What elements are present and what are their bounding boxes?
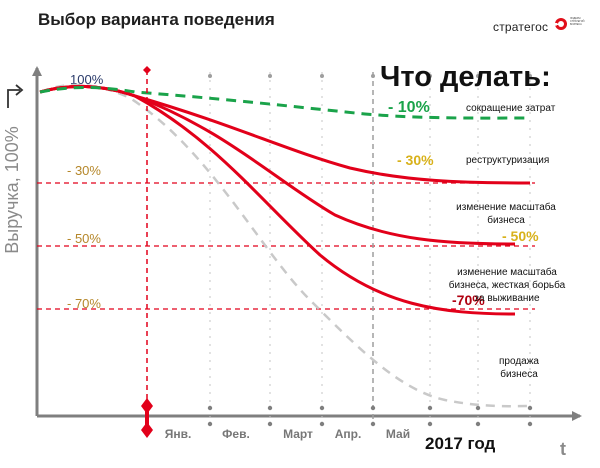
y-tick-50: - 50% bbox=[67, 231, 101, 246]
series-label-prodazha: продажа бизнеса bbox=[499, 356, 539, 380]
series-label-zhestkaya-borba: изменение масштаба бизнеса, жесткая борьб… bbox=[449, 266, 566, 304]
series-label-sokrashchenie: сокращение затрат bbox=[466, 103, 556, 114]
series-label-restrukturizatsiya: реструктуризация bbox=[466, 155, 549, 166]
grid-dot-top-2 bbox=[320, 74, 324, 78]
page-title: Выбор варианта поведения bbox=[38, 10, 275, 29]
x-tick-label-1: Фев. bbox=[222, 427, 250, 441]
x-tick-label-0: Янв. bbox=[165, 427, 192, 441]
start-marker-diamond-bottom bbox=[141, 398, 153, 414]
y-tick-70: - 70% bbox=[67, 296, 101, 311]
y-axis-label: Выручка, 100% bbox=[2, 126, 22, 253]
series-line-minus-10 bbox=[39, 86, 531, 120]
grid-dot-bottom-5 bbox=[475, 405, 481, 411]
series-line-minus-50 bbox=[39, 84, 516, 246]
grid-dot-bottom-3 bbox=[370, 405, 376, 411]
month-grid-lines bbox=[207, 72, 533, 427]
x-axis-label: t bbox=[560, 439, 566, 459]
grid-dot-top-5 bbox=[476, 74, 480, 78]
pct-label-minus-70: -70% bbox=[452, 292, 485, 308]
logo-wordmark: стратегос bbox=[493, 20, 549, 34]
pct-label-minus-30: - 30% bbox=[397, 152, 434, 168]
grid-dot-axis-4 bbox=[427, 421, 433, 427]
y-tick-100: 100% bbox=[70, 72, 104, 87]
grid-dot-top-4 bbox=[428, 74, 432, 78]
corner-arrow-icon bbox=[7, 89, 20, 108]
x-tick-labels: Янв. Фев. Март Апр. Май bbox=[165, 427, 410, 441]
x-tick-label-4: Май bbox=[386, 427, 410, 441]
grid-dot-top-3 bbox=[371, 74, 375, 78]
series-line-minus-70 bbox=[39, 84, 516, 316]
y-tick-30: - 30% bbox=[67, 163, 101, 178]
corner-arrow-head bbox=[15, 84, 24, 96]
grid-dot-bottom-2 bbox=[319, 405, 325, 411]
grid-dot-bottom-0 bbox=[207, 405, 213, 411]
logo-tagline: ЛИДЕРЫ СТРАТЕГИЙ БИЗНЕСА bbox=[570, 17, 585, 26]
x-tick-label-3: Апр. bbox=[335, 427, 362, 441]
grid-dot-axis-0 bbox=[207, 421, 213, 427]
pct-label-minus-50: - 50% bbox=[502, 228, 539, 244]
series-line-prodazha-biznesa bbox=[39, 83, 531, 408]
grid-dot-axis-6 bbox=[527, 421, 533, 427]
logo-ring-icon bbox=[555, 18, 567, 30]
start-marker-diamond-bottom2 bbox=[141, 422, 153, 438]
grid-dot-axis-3 bbox=[370, 421, 376, 427]
start-marker-bar bbox=[145, 404, 149, 428]
grid-dot-top-6 bbox=[528, 74, 532, 78]
series-line-minus-30 bbox=[39, 84, 531, 185]
chart-title: Что делать: bbox=[380, 61, 551, 93]
grid-dot-axis-2 bbox=[319, 421, 325, 427]
grid-dot-bottom-1 bbox=[267, 405, 273, 411]
x-tick-label-2: Март bbox=[283, 427, 313, 441]
pct-label-minus-10: - 10% bbox=[388, 99, 430, 116]
grid-dot-axis-5 bbox=[475, 421, 481, 427]
reference-lines bbox=[37, 182, 535, 310]
grid-dot-axis-1 bbox=[267, 421, 273, 427]
grid-dot-bottom-6 bbox=[527, 405, 533, 411]
stratogos-logo: стратегос ЛИДЕРЫ СТРАТЕГИЙ БИЗНЕСА bbox=[493, 16, 588, 42]
grid-dot-bottom-4 bbox=[427, 405, 433, 411]
series-label-izmenenie: изменение масштаба бизнеса bbox=[456, 201, 556, 226]
start-marker-diamond-top bbox=[143, 66, 151, 74]
year-label: 2017 год bbox=[425, 434, 496, 453]
grid-dot-top-0 bbox=[208, 74, 212, 78]
grid-dot-top-1 bbox=[268, 74, 272, 78]
